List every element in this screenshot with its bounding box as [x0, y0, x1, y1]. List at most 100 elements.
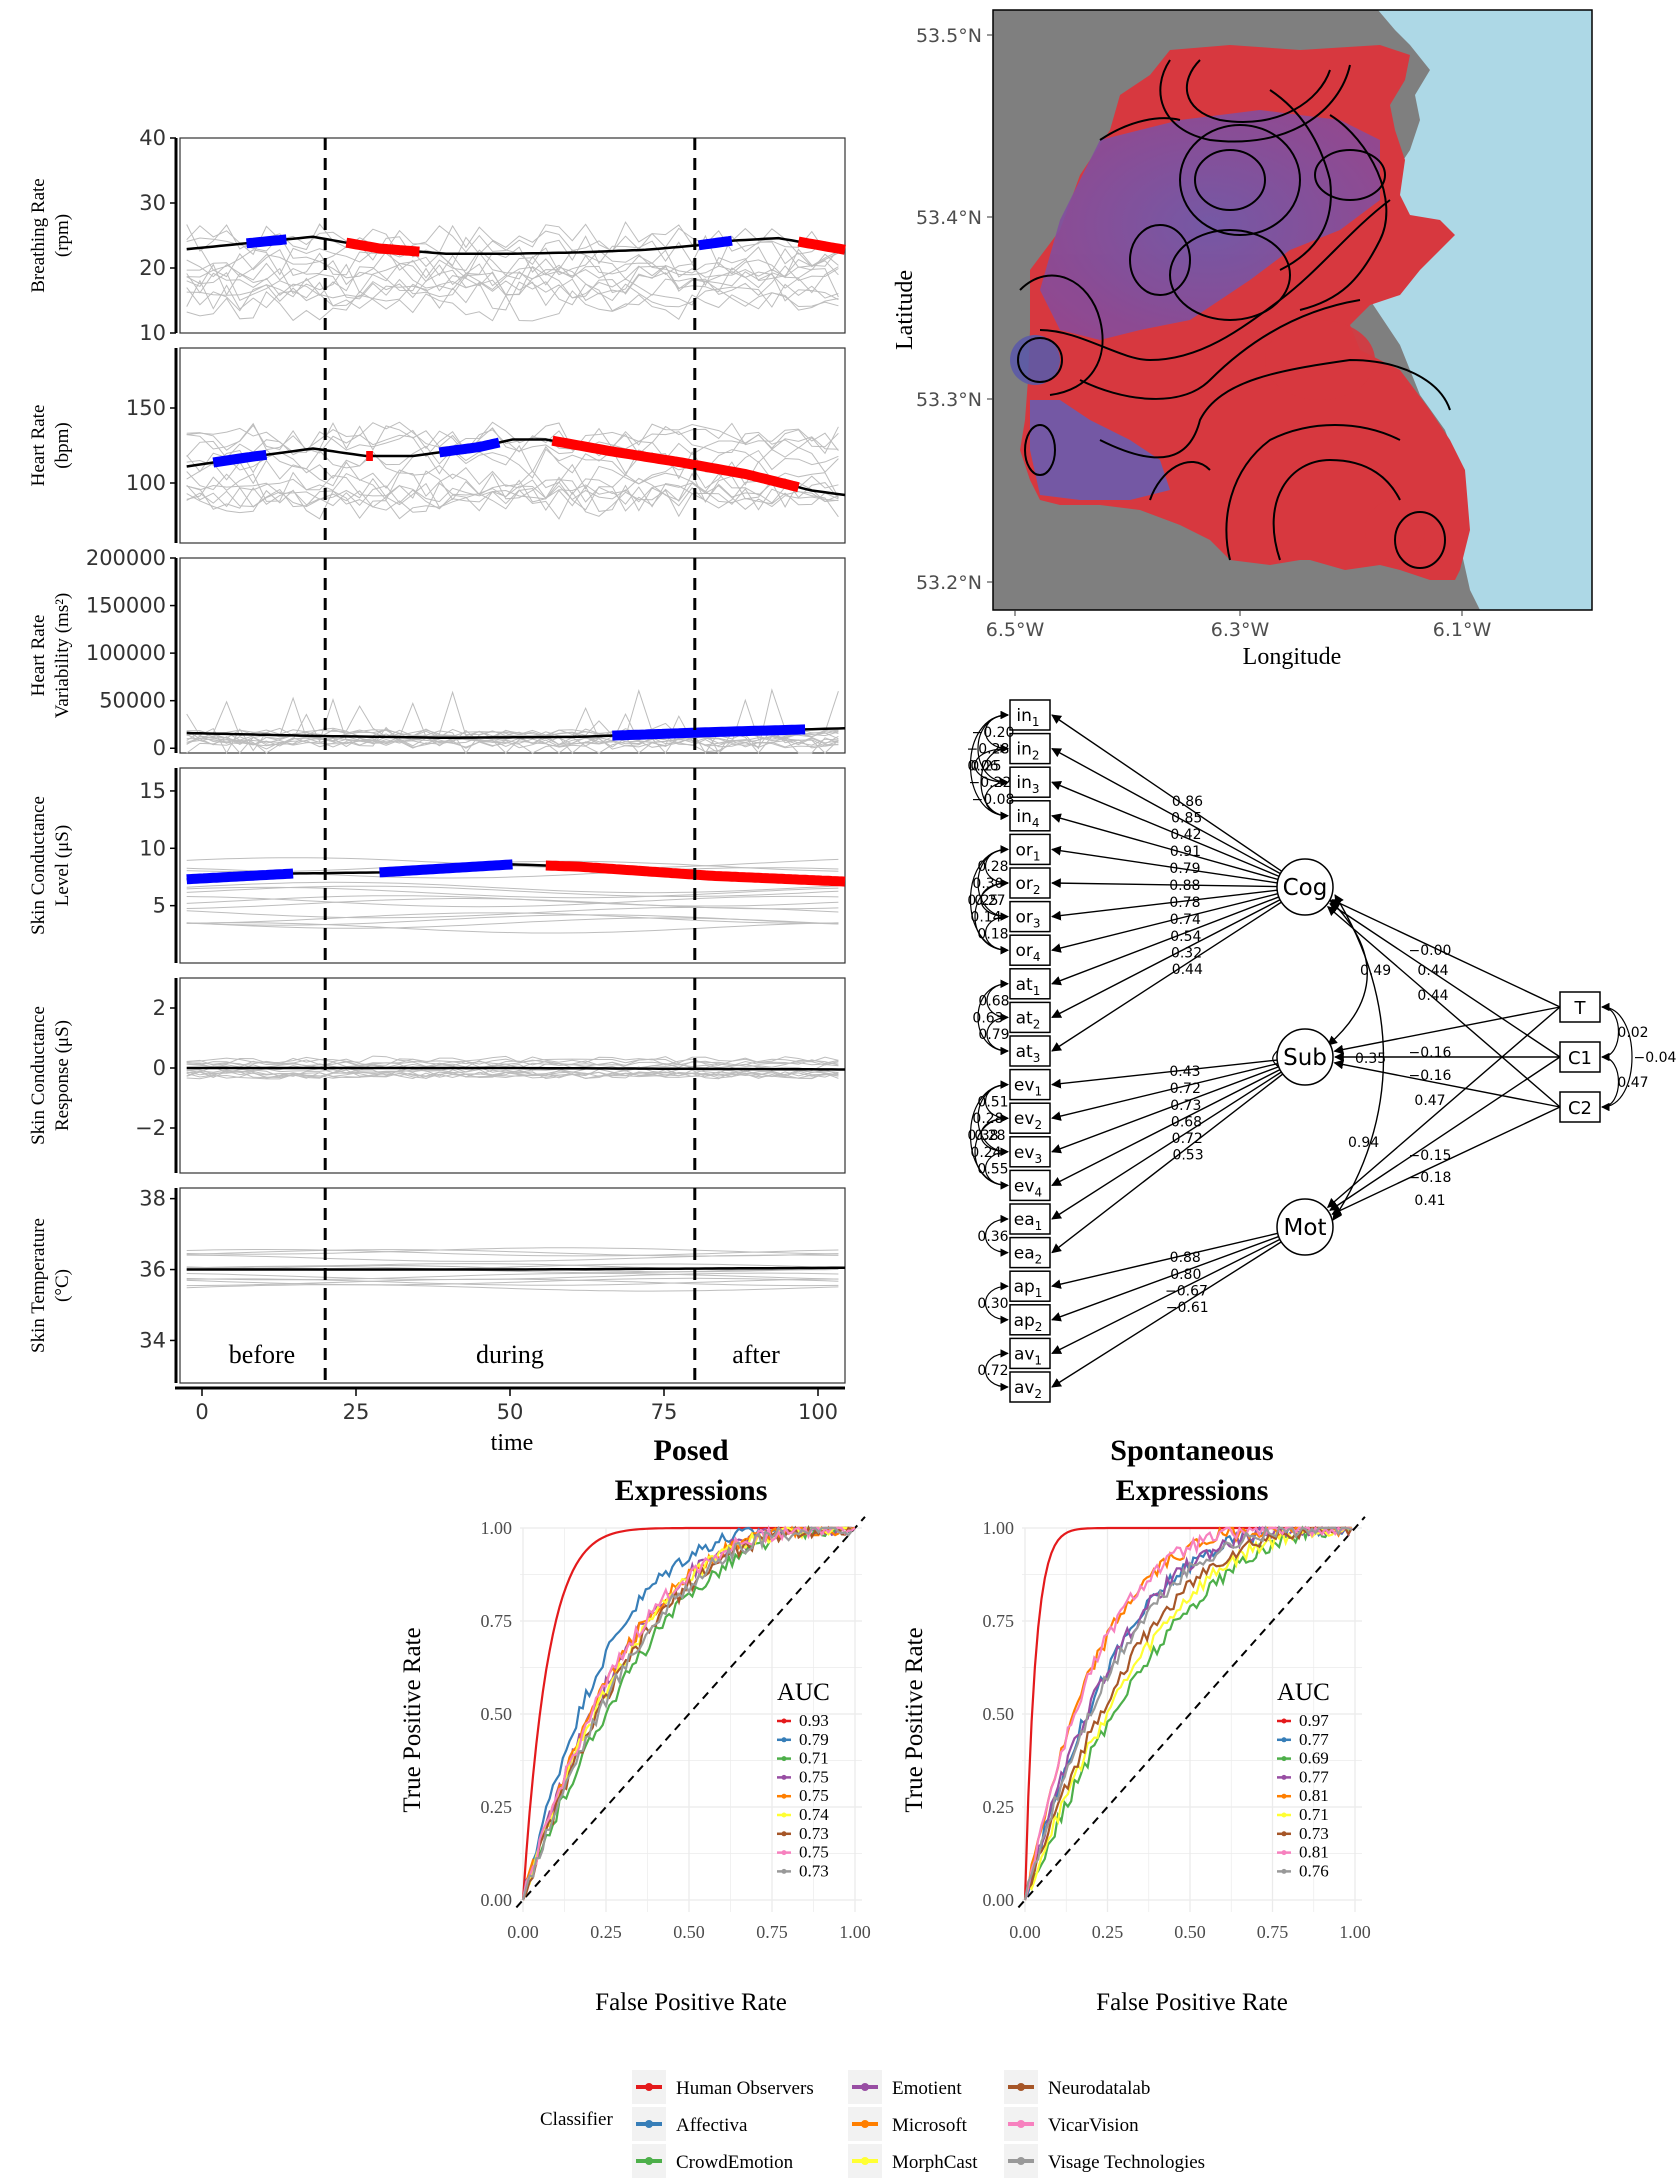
covariate-box-c1 — [1559, 1041, 1601, 1073]
residual-label: 0.68 — [978, 994, 1009, 1010]
subject-trace — [186, 912, 839, 924]
roc-panel-title-line: Posed — [654, 1434, 729, 1467]
x-tick-label: 0.00 — [1009, 1922, 1041, 1942]
subject-trace — [186, 1247, 839, 1255]
y-tick-label: 0 — [153, 1056, 166, 1080]
auc-legend-value: 0.81 — [1299, 1786, 1329, 1805]
x-tick-label: 0.50 — [673, 1922, 705, 1942]
x-tick-label: 75 — [651, 1400, 678, 1424]
indicator-label-base: ev — [1014, 1109, 1035, 1129]
phase-label-after: after — [732, 1340, 780, 1369]
subject-trace — [186, 1284, 839, 1292]
roc-panel-0: 0.000.000.250.250.500.500.750.751.001.00… — [399, 1434, 871, 2016]
indicator-box-ev1 — [1009, 1068, 1051, 1101]
indicator-label: in2 — [1016, 740, 1039, 763]
roc-x-axis-label: False Positive Rate — [1096, 1989, 1288, 2016]
loading-path — [1051, 878, 1278, 889]
auc-legend-title: AUC — [777, 1679, 830, 1706]
indicator-label: at3 — [1016, 1042, 1041, 1065]
subject-trace — [186, 1060, 839, 1068]
x-tick-label: 1.00 — [1339, 1922, 1371, 1942]
loading-path — [1051, 893, 1278, 953]
loading-path — [1051, 813, 1279, 881]
loading-path — [1051, 899, 1281, 1019]
covariate-covariance — [1601, 1052, 1620, 1112]
x-tick-label: 50 — [497, 1400, 524, 1424]
roc-curve-crowdemotion — [1023, 1525, 1353, 1901]
legend-key-dot — [861, 2120, 869, 2128]
indicator-box-in2 — [1009, 732, 1051, 765]
subject-trace — [186, 254, 839, 287]
residual-label: 0.55 — [977, 1162, 1008, 1178]
auc-legend-title: AUC — [1277, 1679, 1330, 1706]
auc-legend-value: 0.81 — [1299, 1843, 1329, 1862]
loading-path — [1051, 1073, 1284, 1254]
loading-label: 0.32 — [1171, 946, 1202, 962]
latent-label: Cog — [1283, 875, 1328, 901]
map-x-tick-label: 6.1°W — [1433, 619, 1492, 641]
residual-covariance — [984, 778, 1009, 820]
subject-trace — [186, 736, 839, 750]
covariate-path-label: 0.47 — [1414, 1093, 1445, 1109]
loading-label: 0.72 — [1172, 1131, 1203, 1147]
indicator-label: ev3 — [1014, 1143, 1042, 1166]
indicator-label-sub: 1 — [1033, 849, 1041, 863]
map-contours — [1017, 59, 1451, 569]
subject-trace — [186, 881, 839, 894]
covariate-label: C1 — [1568, 1048, 1592, 1069]
legend-label-affectiva: Affectiva — [676, 2115, 748, 2136]
map-axes: 53.5°N 53.4°N 53.3°N 53.2°N 6.5°W 6.3°W 6.1°W L… — [892, 25, 1491, 670]
map-y-axis-label: Latitude — [892, 270, 918, 350]
roc-y-axis-label: True Positive Rate — [901, 1627, 928, 1812]
indicator-box-in1 — [1009, 699, 1051, 731]
legend-key-dot — [645, 2120, 653, 2128]
legend-label-neurodatalab: Neurodatalab — [1048, 2078, 1150, 2099]
residual-covariance — [980, 744, 1009, 820]
decrease-segment — [797, 236, 846, 255]
loading-label: 0.91 — [1170, 844, 1201, 860]
y-tick-label: 150 — [126, 396, 166, 420]
subject-trace — [186, 248, 839, 280]
physio-panel-scr: −2 0 2 Skin Conductance Response (μS) — [28, 977, 846, 1174]
loading-path — [1051, 1232, 1278, 1289]
latent-node-sub — [1276, 1028, 1334, 1086]
y-tick-label: 0.50 — [983, 1704, 1015, 1724]
auc-legend-value: 0.97 — [1299, 1711, 1329, 1730]
roc-panel-1: 0.00 0.00 0.25 0.25 0.50 0.50 0.75 0.75 1.00 1.00… — [901, 1434, 1371, 2016]
auc-legend-dot — [781, 1718, 787, 1724]
indicator-label: ev2 — [1014, 1109, 1042, 1132]
x-tick-label: 0.00 — [507, 1922, 539, 1942]
indicator-box-or3 — [1009, 900, 1051, 933]
loading-label: 0.72 — [1170, 1081, 1201, 1097]
indicator-label-base: in — [1016, 740, 1032, 760]
latent-node-mot — [1276, 1198, 1334, 1256]
phase-label-during: during — [476, 1340, 544, 1369]
auc-legend-dot — [781, 1793, 787, 1799]
roc-curve-visage-technologies — [1023, 1525, 1353, 1901]
auc-legend-dot — [1281, 1850, 1287, 1856]
decrease-segment — [551, 435, 800, 493]
indicator-box-ev3 — [1009, 1136, 1051, 1168]
subject-trace — [186, 421, 839, 452]
y-axis-label-line: Heart Rate — [28, 615, 49, 697]
indicator-label-base: at — [1016, 1042, 1033, 1062]
indicator-label-sub: 4 — [1032, 816, 1040, 830]
indicator-label-sub: 1 — [1034, 1353, 1042, 1367]
indicator-box-ap2 — [1009, 1304, 1051, 1336]
latent-cov-label: 0.49 — [1360, 963, 1391, 979]
legend-key-dot — [645, 2157, 653, 2165]
map-y-tick-label: 53.4°N — [916, 207, 982, 229]
auc-legend-dot — [1281, 1793, 1287, 1799]
panel-frame — [179, 557, 846, 754]
covariate-path-label: −0.18 — [1409, 1170, 1452, 1186]
indicator-label-base: ap — [1014, 1277, 1035, 1297]
indicator-box-in4 — [1009, 800, 1051, 832]
covariate-path — [1331, 1106, 1561, 1215]
loading-label: 0.44 — [1172, 962, 1203, 978]
loading-label: 0.42 — [1170, 827, 1201, 843]
map-sea — [1350, 10, 1592, 610]
legend-label-visage-technologies: Visage Technologies — [1048, 2152, 1205, 2173]
y-axis-label-line: Skin Conductance — [28, 796, 49, 935]
x-tick-label: 0.75 — [756, 1922, 788, 1942]
y-axis-label: Breathing Rate (rpm) — [28, 178, 73, 293]
